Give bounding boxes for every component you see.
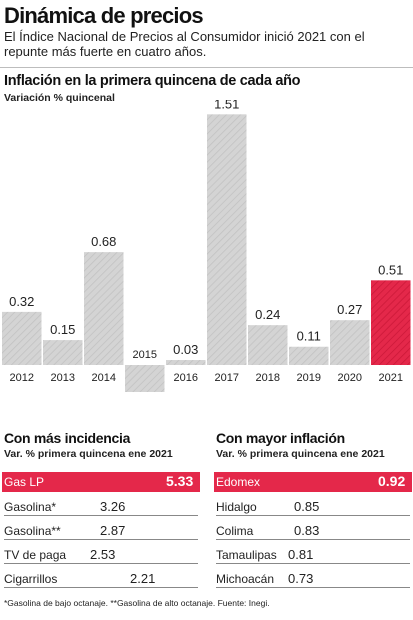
incidencia-title: Con más incidencia [4, 430, 131, 446]
inflacion-underline [216, 515, 410, 516]
incidencia-value: 5.33 [166, 473, 194, 489]
incidencia-label: Gas LP [4, 475, 45, 489]
incidencia-label: Gasolina* [4, 500, 57, 514]
value-label-2013: 0.15 [50, 322, 75, 337]
incidencia-underline [4, 539, 198, 540]
incidencia-label: Gasolina** [4, 524, 61, 538]
bar-2021 [371, 280, 411, 365]
inflacion-label: Colima [216, 524, 254, 538]
value-label-2016: 0.03 [173, 342, 198, 357]
inflacion-title: Con mayor inflación [216, 430, 345, 446]
tick-label-2016: 2016 [174, 372, 198, 384]
bar-2015 [125, 365, 165, 392]
inflacion-value: 0.92 [378, 473, 406, 489]
bar-2018 [248, 325, 288, 365]
inflacion-value: 0.83 [294, 523, 320, 538]
value-label-2017: 1.51 [214, 100, 239, 111]
value-label-2012: 0.32 [9, 294, 34, 309]
tick-label-2013: 2013 [51, 372, 75, 384]
incidencia-underline [4, 515, 198, 516]
incidencia-row: Gasolina** 2.87 [2, 520, 200, 542]
value-label-2019: 0.11 [297, 329, 321, 344]
page-title: Dinámica de precios [4, 3, 204, 28]
page-subtitle: El Índice Nacional de Precios al Consumi… [4, 29, 365, 59]
tick-label-2020: 2020 [338, 372, 362, 384]
bar-2019 [289, 346, 329, 365]
incidencia-row: Gasolina* 3.26 [2, 496, 200, 518]
inflacion-label: Michoacán [216, 572, 275, 586]
inflacion-row: Hidalgo 0.85 [214, 496, 412, 518]
tick-label-2021: 2021 [379, 372, 403, 384]
incidencia-underline [4, 563, 198, 564]
bar-2020 [330, 320, 370, 365]
incidencia-value: 3.26 [100, 499, 126, 514]
incidencia-row: Cigarrillos 2.21 [2, 568, 200, 590]
inflacion-value: 0.81 [288, 547, 314, 562]
tick-label-2017: 2017 [215, 372, 239, 384]
incidencia-label: Cigarrillos [4, 572, 58, 586]
divider [0, 67, 413, 68]
inflacion-row: Michoacán 0.73 [214, 568, 412, 590]
incidencia-value: 2.87 [100, 523, 126, 538]
incidencia-underline [4, 587, 198, 588]
incidencia-label: TV de paga [4, 548, 67, 562]
inflacion-row: Tamaulipas 0.81 [214, 544, 412, 566]
value-label-2021: 0.51 [378, 262, 403, 277]
inflacion-label: Hidalgo [216, 500, 257, 514]
chart-title: Inflación en la primera quincena de cada… [4, 73, 301, 89]
inflacion-label: Edomex [216, 475, 261, 489]
inflacion-subtitle: Var. % primera quincena ene 2021 [216, 448, 385, 460]
bar-2013 [43, 340, 83, 365]
incidencia-value: 2.21 [130, 571, 156, 586]
inflacion-underline [216, 539, 410, 540]
tick-label-2012: 2012 [10, 372, 34, 384]
tick-label-2019: 2019 [297, 372, 321, 384]
incidencia-row: Gas LP 5.33 [2, 472, 200, 492]
inflacion-underline [216, 587, 410, 588]
incidencia-subtitle: Var. % primera quincena ene 2021 [4, 448, 173, 460]
footnote: *Gasolina de bajo octanaje. **Gasolina d… [4, 598, 270, 608]
chart-subtitle: Variación % quincenal [4, 92, 115, 104]
inflacion-value: 0.73 [288, 571, 314, 586]
bar-chart: 0.3220120.1520130.682014-0.1920150.03201… [2, 100, 411, 392]
inflacion-value: 0.85 [294, 499, 320, 514]
tick-label-2015: 2015 [133, 349, 157, 361]
incidencia-row: TV de paga 2.53 [2, 544, 200, 566]
value-label-2018: 0.24 [255, 307, 280, 322]
inflacion-label: Tamaulipas [216, 548, 277, 562]
bar-2017 [207, 114, 247, 365]
value-label-2020: 0.27 [337, 302, 362, 317]
inflacion-row: Edomex 0.92 [214, 472, 412, 492]
value-label-2014: 0.68 [91, 234, 116, 249]
incidencia-value: 2.53 [90, 547, 116, 562]
tick-label-2018: 2018 [256, 372, 280, 384]
inflacion-underline [216, 563, 410, 564]
inflacion-row: Colima 0.83 [214, 520, 412, 542]
bar-2016 [166, 360, 206, 365]
bar-2012 [2, 311, 42, 365]
tick-label-2014: 2014 [92, 372, 116, 384]
bar-2014 [84, 252, 124, 365]
